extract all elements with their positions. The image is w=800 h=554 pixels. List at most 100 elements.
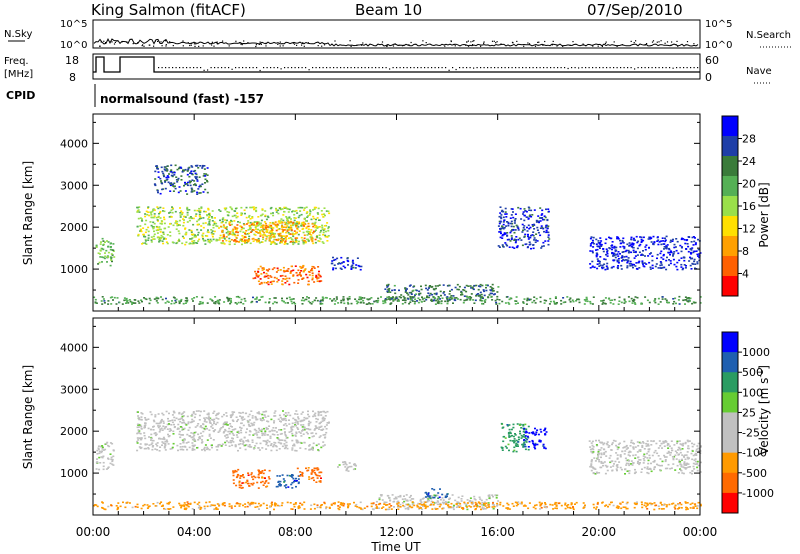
data-cell bbox=[287, 208, 290, 210]
data-cell bbox=[206, 167, 209, 169]
data-cell bbox=[647, 238, 650, 240]
data-cell bbox=[178, 167, 180, 170]
nsearch-dot bbox=[213, 45, 215, 47]
data-cell bbox=[150, 413, 153, 416]
data-cell bbox=[262, 238, 265, 240]
data-cell bbox=[243, 209, 246, 211]
data-cell bbox=[496, 505, 498, 507]
data-cell bbox=[410, 498, 413, 500]
data-cell bbox=[138, 424, 141, 426]
data-cell bbox=[515, 442, 518, 445]
data-cell bbox=[409, 291, 412, 294]
data-cell bbox=[168, 212, 170, 214]
data-cell bbox=[268, 238, 271, 241]
data-cell bbox=[203, 410, 206, 412]
data-cell bbox=[173, 411, 176, 414]
data-cell bbox=[199, 192, 202, 194]
data-cell bbox=[531, 234, 534, 236]
data-cell bbox=[118, 301, 121, 304]
data-cell bbox=[633, 257, 636, 259]
data-cell bbox=[337, 263, 340, 265]
data-cell bbox=[339, 267, 342, 270]
nsearch-dot bbox=[534, 45, 537, 47]
data-cell bbox=[205, 417, 208, 419]
data-cell bbox=[319, 422, 321, 424]
data-cell bbox=[168, 423, 170, 425]
data-cell bbox=[265, 443, 268, 446]
data-cell bbox=[339, 262, 342, 265]
data-cell bbox=[312, 266, 315, 268]
data-cell bbox=[682, 466, 685, 468]
data-cell bbox=[689, 471, 692, 474]
data-cell bbox=[592, 296, 595, 298]
data-cell bbox=[240, 438, 243, 441]
data-cell bbox=[285, 486, 287, 489]
data-cell bbox=[426, 497, 429, 499]
data-cell bbox=[687, 447, 689, 450]
data-cell bbox=[643, 459, 646, 462]
data-cell bbox=[207, 240, 210, 243]
data-cell bbox=[256, 240, 259, 243]
data-cell bbox=[669, 241, 672, 243]
data-cell bbox=[668, 301, 670, 304]
data-cell bbox=[627, 296, 630, 298]
data-cell bbox=[597, 245, 600, 248]
data-cell bbox=[421, 508, 424, 511]
data-cell bbox=[385, 501, 388, 504]
data-cell bbox=[312, 435, 315, 437]
nsearch-dot bbox=[552, 40, 554, 42]
data-cell bbox=[431, 300, 433, 302]
data-cell bbox=[422, 505, 425, 508]
data-cell bbox=[268, 232, 271, 234]
nave-dot bbox=[424, 67, 426, 69]
data-cell bbox=[101, 303, 104, 305]
nsearch-dot bbox=[243, 40, 245, 42]
data-cell bbox=[287, 222, 290, 225]
data-cell bbox=[158, 431, 161, 433]
data-cell bbox=[196, 180, 199, 182]
data-cell bbox=[336, 298, 338, 300]
data-cell bbox=[247, 415, 250, 418]
data-cell bbox=[198, 437, 201, 439]
data-cell bbox=[234, 228, 237, 231]
data-cell bbox=[309, 209, 311, 211]
data-cell bbox=[262, 472, 265, 475]
data-cell bbox=[295, 450, 298, 452]
data-cell bbox=[277, 418, 280, 421]
data-cell bbox=[238, 241, 241, 243]
data-cell bbox=[315, 206, 318, 209]
data-cell bbox=[634, 446, 637, 448]
data-cell bbox=[291, 447, 294, 449]
data-cell bbox=[511, 246, 514, 249]
data-cell bbox=[661, 237, 664, 239]
data-cell bbox=[294, 233, 297, 235]
data-cell bbox=[482, 289, 485, 291]
data-cell bbox=[656, 257, 658, 260]
data-cell bbox=[689, 466, 691, 468]
data-cell bbox=[225, 207, 228, 209]
data-cell bbox=[645, 445, 648, 447]
data-cell bbox=[95, 244, 98, 247]
data-cell bbox=[513, 222, 516, 224]
data-cell bbox=[616, 464, 619, 466]
data-cell bbox=[269, 435, 272, 438]
nsearch-dot bbox=[211, 44, 213, 46]
data-cell bbox=[305, 467, 307, 470]
data-cell bbox=[237, 449, 239, 452]
nsearch-dot bbox=[480, 45, 482, 47]
data-cell bbox=[158, 238, 161, 241]
data-cell bbox=[317, 213, 320, 215]
data-cell bbox=[158, 437, 161, 440]
data-cell bbox=[250, 472, 253, 474]
data-cell bbox=[460, 291, 463, 294]
data-cell bbox=[406, 499, 409, 501]
data-cell bbox=[324, 411, 327, 414]
data-cell bbox=[247, 472, 250, 474]
nsearch-dot bbox=[198, 45, 200, 47]
data-cell bbox=[306, 276, 309, 279]
data-cell bbox=[664, 240, 667, 243]
nsearch-dot bbox=[491, 40, 494, 42]
data-cell bbox=[275, 277, 278, 280]
data-cell bbox=[204, 175, 207, 177]
data-cell bbox=[297, 478, 300, 480]
